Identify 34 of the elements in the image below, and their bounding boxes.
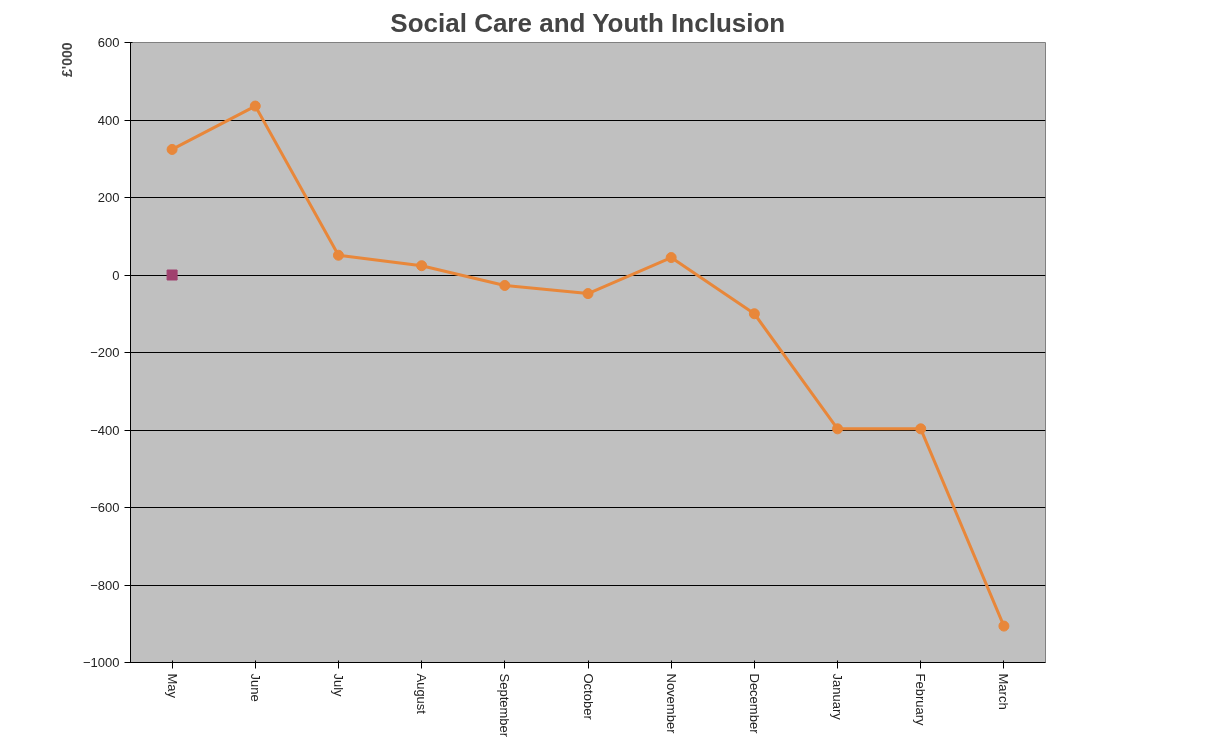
x-tick-label: September: [497, 673, 513, 738]
point: [166, 269, 178, 281]
point: [582, 288, 594, 300]
y-tick-label: −1000: [82, 655, 120, 670]
x-tick-label: March: [996, 673, 1012, 710]
point: [499, 279, 511, 291]
point: [748, 308, 760, 320]
x-tick-label: January: [830, 673, 846, 721]
x-tick-label: December: [746, 673, 762, 735]
y-tick-label: −600: [90, 500, 120, 515]
y-tick-label: 200: [97, 190, 120, 205]
x-tick-label: February: [913, 673, 929, 727]
y-tick-label: −800: [90, 577, 120, 593]
point: [416, 260, 428, 272]
point: [915, 423, 927, 435]
y-tick-label: −400: [90, 422, 120, 438]
y-tick-label: 400: [97, 112, 120, 128]
point: [332, 249, 344, 261]
point: [166, 143, 178, 155]
point: [249, 100, 261, 112]
x-tick-label: May: [164, 673, 180, 699]
y-tick-label: 600: [97, 35, 120, 50]
x-tick-label: June: [247, 673, 263, 702]
y-tick-label: −200: [90, 345, 120, 360]
y-axis-title: £'000: [58, 42, 75, 77]
point: [832, 423, 844, 435]
chart-title: Social Care and Youth Inclusion: [390, 7, 786, 38]
x-tick-label: August: [414, 673, 430, 715]
x-tick-label: July: [330, 673, 346, 698]
x-tick-label: November: [663, 673, 679, 735]
y-tick-label: 0: [112, 267, 120, 283]
point: [665, 252, 677, 264]
point: [998, 620, 1010, 632]
x-tick-label: October: [580, 673, 596, 721]
